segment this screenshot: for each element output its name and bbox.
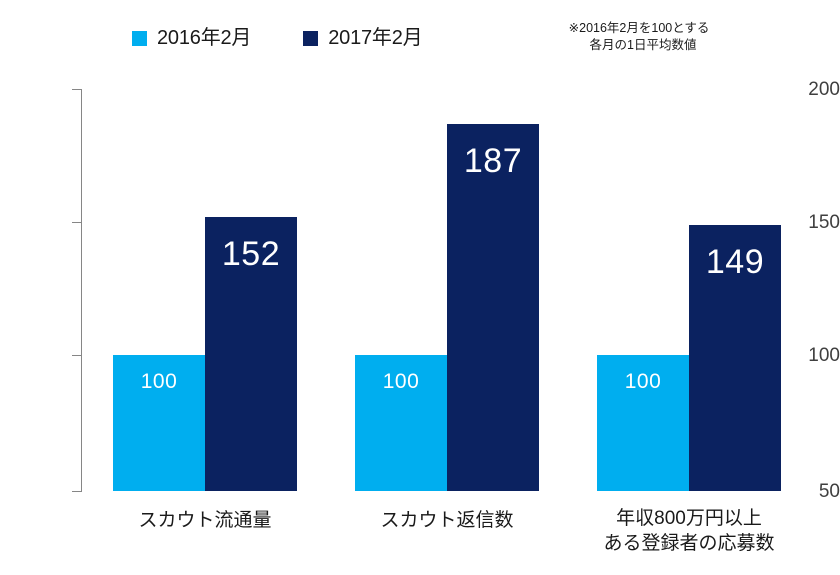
bar-2017-group-3[interactable]: 149: [689, 225, 781, 491]
y-axis-label-50: 50: [818, 481, 840, 502]
legend-label: 2017年2月: [328, 27, 423, 49]
y-axis-tick: [72, 491, 82, 492]
x-axis-category-line: スカウト返信数: [380, 510, 514, 531]
legend-item-2016: 2016年2月: [132, 28, 251, 48]
bar-value-label: 100: [624, 370, 662, 393]
y-axis-tick: [72, 89, 82, 90]
y-axis-label-150: 150: [808, 212, 840, 233]
x-axis-category-line: ある登録者の応募数: [603, 533, 775, 554]
bar-value-label: 187: [463, 142, 523, 180]
y-axis-tick: [72, 222, 82, 223]
bar-value-label: 149: [705, 243, 765, 281]
y-axis-label-200: 200: [808, 79, 840, 100]
bar-2017-group-1[interactable]: 152: [205, 217, 297, 491]
y-axis-line: [81, 89, 82, 492]
bar-2016-group-2[interactable]: 100: [355, 355, 447, 491]
x-axis-category-line: スカウト流通量: [138, 510, 272, 531]
x-axis-category-2: スカウト返信数: [327, 508, 567, 533]
legend-swatch-icon: [132, 30, 147, 46]
x-axis-category-3: 年収800万円以上 ある登録者の応募数: [569, 506, 809, 556]
x-axis-category-1: スカウト流通量: [85, 508, 325, 533]
x-axis-category-line: 年収800万円以上: [616, 508, 762, 529]
chart-note-line-1: ※2016年2月を100とする: [568, 21, 710, 35]
chart-note-line-2: 各月の1日平均数値: [589, 38, 697, 52]
legend-swatch-icon: [303, 30, 319, 46]
y-axis-label-100: 100: [808, 345, 840, 366]
chart-note: ※2016年2月を100とする 各月の1日平均数値: [534, 20, 744, 54]
y-axis-tick: [72, 355, 82, 356]
bar-value-label: 100: [140, 370, 178, 393]
bar-2016-group-3[interactable]: 100: [597, 355, 689, 491]
legend-item-2017: 2017年2月: [303, 27, 423, 49]
chart-legend: 2016年2月 2017年2月: [132, 27, 423, 49]
bar-2017-group-2[interactable]: 187: [447, 124, 539, 491]
legend-label: 2016年2月: [157, 27, 252, 49]
bar-value-label: 152: [221, 235, 281, 273]
bar-value-label: 100: [382, 370, 420, 393]
bar-2016-group-1[interactable]: 100: [113, 355, 205, 491]
